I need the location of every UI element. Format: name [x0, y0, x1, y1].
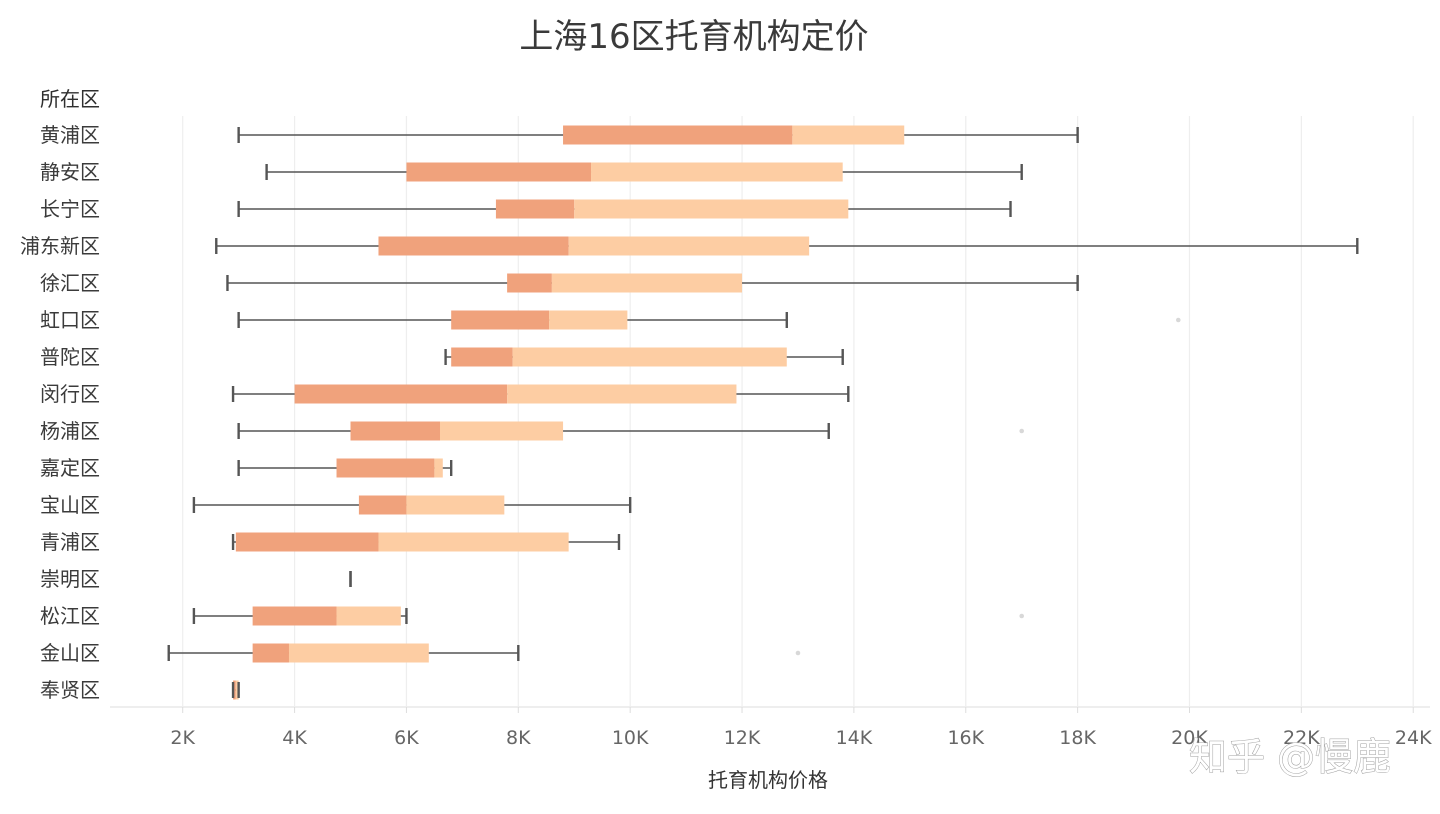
category-label: 闵行区 — [40, 382, 100, 406]
box-row — [231, 532, 621, 552]
lower-box — [294, 384, 508, 404]
outlier-point — [1176, 317, 1181, 323]
x-tick-label: 6K — [394, 727, 419, 749]
box-row — [444, 347, 844, 367]
outlier-points — [795, 317, 1181, 656]
lower-box — [336, 458, 435, 478]
upper-box — [406, 495, 505, 515]
x-tick-label: 14K — [836, 727, 873, 749]
upper-box — [792, 125, 905, 145]
x-tick-label: 20K — [1171, 727, 1208, 749]
upper-box — [288, 643, 429, 663]
x-tick-label: 22K — [1283, 727, 1320, 749]
box-row — [192, 495, 632, 515]
upper-box — [235, 680, 239, 700]
upper-box — [568, 236, 810, 256]
box-row — [237, 310, 788, 330]
box-row — [237, 199, 1012, 219]
watermark-text: 知乎 @慢鹿 — [1189, 735, 1391, 779]
lower-box — [507, 273, 552, 293]
box-row — [231, 680, 240, 700]
x-tick-label: 18K — [1059, 727, 1096, 749]
lower-box — [563, 125, 793, 145]
box-series — [167, 125, 1359, 700]
lower-box — [451, 347, 513, 367]
lower-box — [378, 236, 569, 256]
box-row — [226, 273, 1079, 293]
category-label: 青浦区 — [40, 530, 100, 554]
box-row — [215, 236, 1359, 256]
box-row — [231, 384, 850, 404]
category-label: 金山区 — [40, 641, 100, 665]
category-label: 普陀区 — [40, 345, 100, 369]
upper-box — [440, 421, 564, 441]
x-tick-label: 2K — [170, 727, 195, 749]
lower-box — [451, 310, 550, 330]
chart-title: 上海16区托育机构定价 — [519, 17, 868, 57]
category-label: 浦东新区 — [20, 234, 100, 258]
category-label: 嘉定区 — [40, 456, 100, 480]
lower-box — [358, 495, 407, 515]
box-row — [237, 125, 1079, 145]
upper-box — [591, 162, 843, 182]
category-label: 静安区 — [40, 160, 100, 184]
category-label: 杨浦区 — [40, 419, 100, 443]
upper-box — [378, 532, 569, 552]
upper-box — [574, 199, 849, 219]
category-label: 宝山区 — [40, 493, 100, 517]
category-label: 奉贤区 — [40, 678, 100, 702]
x-tick-label: 4K — [282, 727, 307, 749]
upper-box — [336, 606, 401, 626]
upper-box — [507, 384, 737, 404]
x-tick-label: 16K — [947, 727, 984, 749]
x-axis-ticks: 2K 4K 6K 8K 10K 12K 14K 16K 18K 20K 22K 24K — [170, 727, 1432, 749]
outlier-point — [1019, 613, 1024, 619]
x-tick-label: 12K — [724, 727, 761, 749]
box-row — [192, 606, 408, 626]
lower-box — [235, 532, 379, 552]
category-label: 松江区 — [40, 604, 100, 628]
lower-box — [406, 162, 592, 182]
x-tick-label: 8K — [506, 727, 531, 749]
lower-box — [252, 643, 289, 663]
lower-box — [233, 680, 236, 700]
upper-box — [551, 273, 743, 293]
box-row — [237, 421, 830, 441]
x-tick-label: 10K — [612, 727, 649, 749]
category-labels: 黄浦区静安区长宁区浦东新区徐汇区虹口区普陀区闵行区杨浦区嘉定区宝山区青浦区崇明区… — [20, 123, 100, 702]
upper-box — [434, 458, 443, 478]
outlier-point — [1019, 428, 1024, 434]
category-label: 崇明区 — [40, 567, 100, 591]
category-label: 长宁区 — [40, 197, 100, 221]
upper-box — [549, 310, 628, 330]
upper-box — [512, 347, 787, 367]
category-label: 徐汇区 — [40, 271, 100, 295]
box-row — [237, 458, 453, 478]
category-label: 虹口区 — [40, 308, 100, 332]
box-row — [167, 643, 520, 663]
x-axis-title: 托育机构价格 — [708, 768, 828, 792]
box-row — [265, 162, 1023, 182]
lower-box — [350, 421, 440, 441]
x-tick-label: 24K — [1395, 727, 1432, 749]
lower-box — [252, 606, 337, 626]
lower-box — [495, 199, 575, 219]
outlier-point — [795, 650, 801, 656]
category-label: 黄浦区 — [40, 123, 100, 147]
category-axis-header: 所在区 — [40, 87, 100, 111]
